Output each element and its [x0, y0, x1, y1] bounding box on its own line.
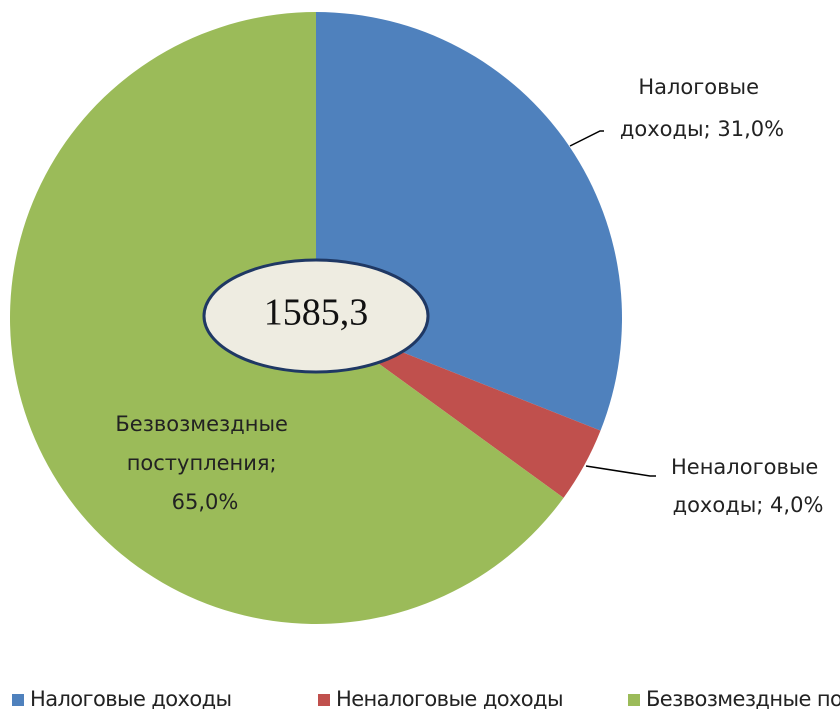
legend-swatch: [318, 694, 330, 706]
leader-line: [569, 130, 604, 147]
legend-label: Безвозмездные поступления: [646, 687, 840, 711]
legend-swatch: [12, 694, 24, 706]
data-label: Неналоговые доходы; 4,0%: [671, 455, 825, 517]
data-label: Безвозмездные поступления; 65,0%: [115, 412, 294, 514]
data-label: Налоговые доходы; 31,0%: [620, 75, 784, 141]
legend-label: Налоговые доходы: [30, 687, 232, 711]
leader-line: [585, 465, 656, 477]
center-label: 1585,3: [264, 292, 369, 334]
slice: [316, 318, 601, 498]
center-badge: [202, 258, 430, 374]
legend-swatch: [628, 694, 640, 706]
legend-label: Неналоговые доходы: [336, 687, 563, 711]
